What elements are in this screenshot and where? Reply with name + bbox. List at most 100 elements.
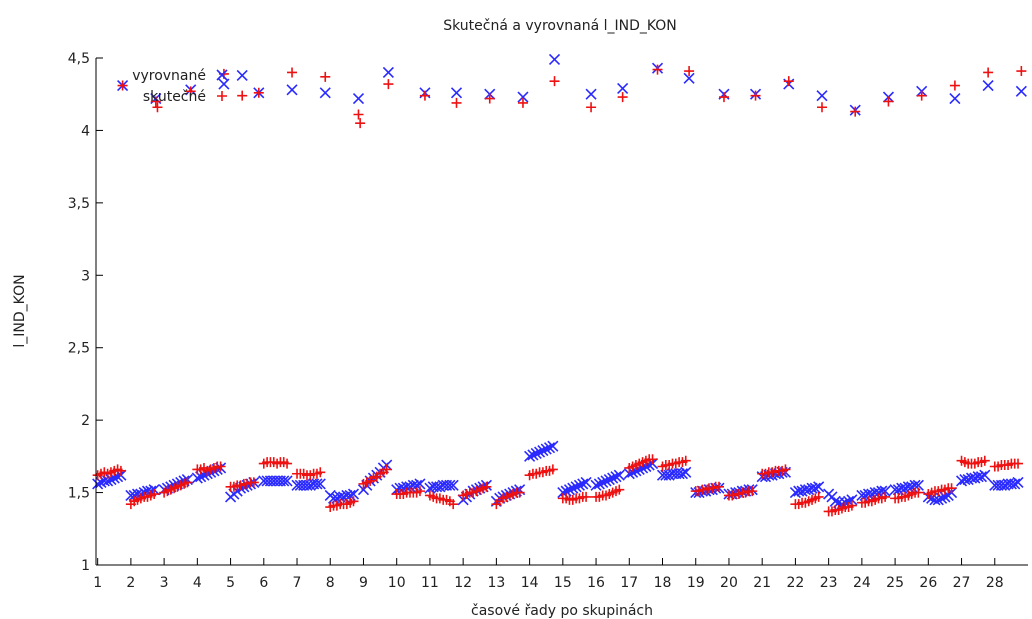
vyrovnane-point [972,471,984,483]
legend-marker-skutecne [217,91,227,101]
vyrovnane-point [301,479,313,491]
skutecne-point [419,90,430,101]
skutecne-point [581,491,592,502]
skutecne-point [850,106,861,117]
vyrovnane-point [979,469,991,481]
vyrovnane-point [617,82,629,94]
legend-label-vyrovnane: vyrovnané [132,68,206,84]
x-tick-label: 7 [293,575,302,591]
vyrovnane-point [806,482,818,494]
vyrovnane-point [424,482,436,494]
legend-x-marker [216,69,228,81]
vyrovnane-point [982,79,994,92]
y-tick-label: 2,5 [68,341,90,357]
vyrovnane-point [527,449,539,461]
x-tick-label: 10 [388,575,406,591]
vyrovnane-point [1009,478,1021,490]
vyrovnane-point [799,484,811,496]
skutecne-point [115,465,126,476]
skutecne-point [117,80,128,91]
vyrovnane-point [1012,476,1024,488]
skutecne-point [353,109,364,120]
x-tick-label: 9 [359,575,368,591]
y-tick-label: 1,5 [68,486,90,502]
x-tick-label: 28 [986,575,1004,591]
skutecne-point [916,90,927,101]
skutecne-point [215,461,226,472]
x-tick-label: 11 [421,575,439,591]
skutecne-point [713,481,724,492]
vyrovnane-point [286,84,298,96]
vyrovnane-point [999,479,1011,491]
legend-marker-vyrovnane [216,69,228,81]
x-tick-label: 1 [93,575,102,591]
vyrovnane-point [548,53,561,66]
vyrovnane-point [663,469,675,481]
vyrovnane-point [534,446,546,458]
vyrovnane-point [585,88,597,100]
vyrovnane-point [434,481,446,493]
vyrovnane-point [537,444,549,457]
y-axis-label: l_IND_KON [12,274,28,347]
vyrovnane-point [444,479,456,491]
vyrovnane-point [319,87,331,99]
skutecne-point [484,93,495,104]
x-tick-label: 19 [687,575,705,591]
vyrovnane-point [813,481,825,493]
skutecne-point [1016,66,1027,77]
skutecne-point [383,79,394,90]
skutecne-point [1013,458,1024,469]
vyrovnane-point [278,475,290,487]
skutecne-point [979,455,990,466]
x-axis-label: časové řady po skupinách [471,603,653,619]
skutecne-point [813,491,824,502]
chart-title: Skutečná a vyrovnaná l_IND_KON [443,18,677,34]
y-tick-label: 2 [81,413,90,429]
vyrovnane-point [191,472,203,484]
vyrovnane-point [382,66,394,79]
vyrovnane-point [660,469,672,481]
x-tick-label: 18 [654,575,672,591]
vyrovnane-point [1015,85,1027,97]
vyrovnane-point [102,475,114,487]
skutecne-point [883,96,894,107]
x-tick-label: 26 [919,575,937,591]
vyrovnane-point [236,69,248,81]
vyrovnane-point [563,484,576,496]
legend-plus-marker [217,91,227,101]
vyrovnane-point [889,484,901,496]
skutecne-point [846,500,857,511]
skutecne-point [149,489,160,500]
vyrovnane-point [450,87,463,99]
vyrovnane-point [543,442,556,454]
vyrovnane-point [547,440,559,452]
vyrovnane-point [949,92,961,105]
vyrovnane-point [311,478,323,490]
vyrovnane-point [530,447,542,460]
vyrovnane-point [600,475,612,487]
skutecne-point [880,491,891,502]
skutecne-point [152,102,163,113]
vyrovnane-point [414,478,426,490]
vyrovnane-point [281,475,293,487]
skutecne-point [414,486,425,497]
vyrovnane-point [965,472,978,484]
skutecne-point [913,487,924,498]
skutecne-point [448,499,459,510]
skutecne-point [949,80,960,91]
skutecne-point [150,96,161,107]
vyrovnane-point [580,476,592,488]
vyrovnane-point [680,466,692,478]
vyrovnane-point [829,495,841,507]
x-ticks: 1 2 3 4 5 6 7 8 9 10 11 12 13 14 15 16 17 18 19 20 21 22 23 24 2… [93,558,1004,591]
x-tick-label: 25 [886,575,904,591]
vyrovnane-point [517,91,529,103]
x-tick-label: 22 [787,575,805,591]
vyrovnane-point [218,78,230,90]
x-tick-label: 6 [259,575,268,591]
x-tick-label: 2 [126,575,135,591]
y-ticks: 1 1,5 2 2,5 3 3,5 4 4,5 [68,51,103,574]
x-tick-label: 17 [620,575,638,591]
vyrovnane-point [577,478,589,490]
skutecne-point [617,92,628,103]
